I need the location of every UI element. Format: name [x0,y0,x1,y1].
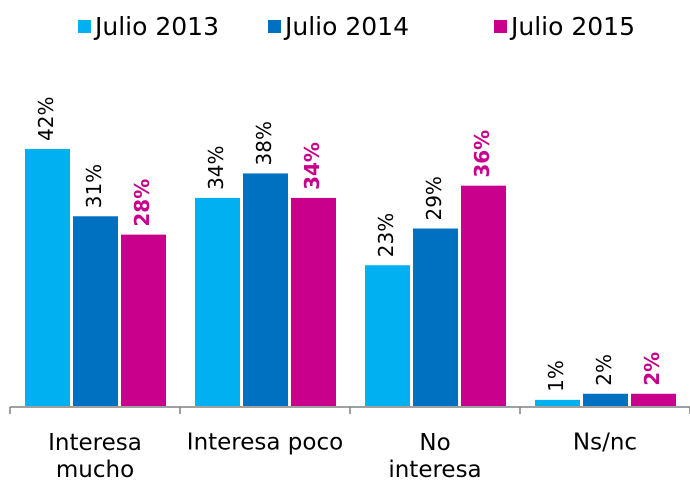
bar [535,399,580,406]
bar [73,216,118,406]
bar [631,393,676,406]
data-label: 34% [204,145,228,189]
data-label: 38% [252,121,276,165]
data-label: 36% [470,130,494,178]
bar [195,197,240,406]
bar [413,228,458,406]
data-label: 2% [592,354,616,386]
data-label: 23% [374,213,398,257]
x-tick-label: Interesa poco [187,430,343,456]
data-label: 2% [640,352,664,386]
x-tick-label: No interesa [388,430,481,483]
bar [121,234,166,406]
legend-label: Julio 2014 [283,12,409,41]
data-label: 34% [300,142,324,190]
legend-label: Julio 2013 [93,12,219,41]
data-label: 1% [544,360,568,392]
legend-swatch [78,20,91,33]
bar [291,197,336,406]
data-label: 42% [34,97,58,141]
data-label: 31% [82,164,106,208]
x-tick-label: Ns/nc [573,430,637,456]
bar [583,393,628,406]
data-label: 29% [422,176,446,220]
bar [365,265,410,406]
bar [25,148,70,406]
legend-swatch [268,20,281,33]
bar [461,185,506,406]
data-label: 28% [130,179,154,227]
x-tick-label: Interesa mucho [48,430,142,483]
legend-swatch [494,20,507,33]
bar [243,173,288,406]
legend-label: Julio 2015 [509,12,635,41]
